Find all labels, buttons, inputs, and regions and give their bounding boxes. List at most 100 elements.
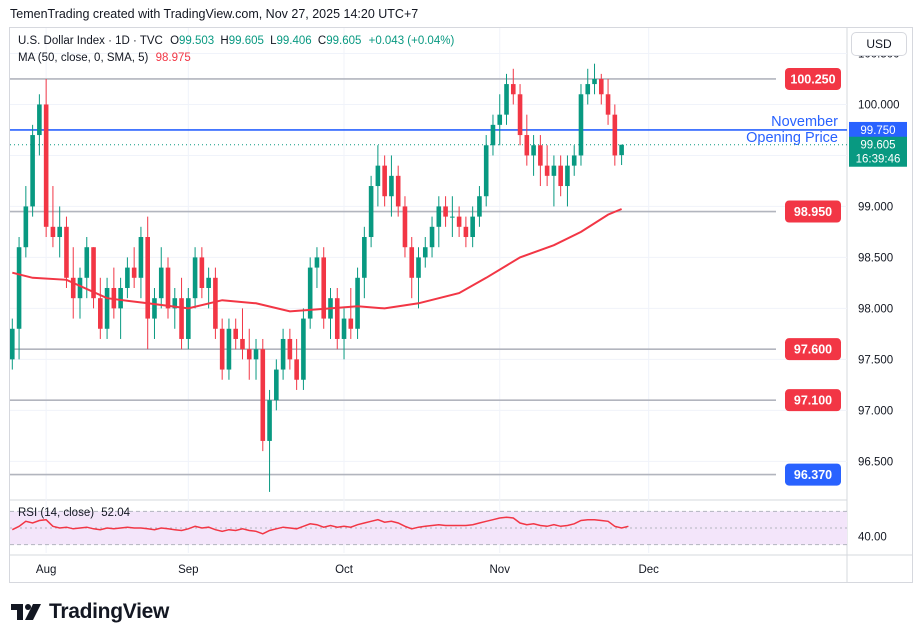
candle-body: [219, 328, 225, 370]
candle-body: [402, 206, 408, 248]
candle-body: [422, 247, 428, 258]
tradingview-logo-icon: [11, 604, 41, 620]
candle-body: [510, 84, 516, 95]
time-tick-label: Nov: [490, 564, 511, 576]
ma-label[interactable]: MA (50, close, 0, SMA, 5): [18, 52, 149, 64]
price-tick-label: 98.500: [858, 252, 893, 264]
candle-body: [504, 84, 509, 115]
candle-body: [551, 165, 557, 176]
price-tick-label: 98.000: [858, 303, 893, 315]
tradingview-logo-text: TradingView: [49, 600, 170, 623]
low-value: 99.406: [276, 35, 312, 47]
tradingview-logo[interactable]: TradingView: [11, 600, 169, 624]
candle-body: [280, 338, 286, 370]
candle-body: [341, 318, 347, 339]
level-label: 96.370: [794, 468, 832, 482]
candle-body: [477, 196, 482, 217]
candle-body: [538, 145, 543, 166]
candle-body: [43, 104, 49, 227]
candle-body: [470, 216, 475, 238]
countdown-label: 16:39:46: [856, 154, 901, 166]
candle-body: [77, 277, 83, 299]
candle-body: [138, 237, 144, 278]
price-tick-label: 97.000: [858, 405, 893, 417]
last-price-label: 99.605: [860, 140, 895, 152]
candle-body: [416, 257, 421, 278]
candle-body: [436, 206, 442, 227]
candle-body: [456, 216, 462, 227]
candle-body: [199, 257, 205, 288]
ma50-line: [12, 208, 622, 313]
level-label-box: [785, 200, 841, 223]
high-label: H: [220, 35, 229, 47]
candle-body: [517, 94, 523, 136]
change-value: +0.043 (+0.04%): [368, 35, 455, 47]
rsi-line: [11, 516, 629, 535]
candle-body: [483, 145, 489, 197]
candle-body: [23, 206, 29, 248]
candle-body: [571, 155, 577, 166]
chart-frame: [9, 27, 913, 583]
candle-body: [294, 359, 299, 380]
candle-body: [429, 226, 435, 248]
candle-body: [443, 206, 448, 217]
candle-body: [490, 124, 496, 146]
candle-body: [531, 145, 536, 156]
candle-body: [619, 144, 624, 156]
candle-body: [598, 78, 604, 95]
level-label-box: [785, 463, 841, 486]
candle-body: [362, 237, 367, 278]
candle-body: [524, 135, 530, 156]
ma-legend: MA (50, close, 0, SMA, 5) 98.975: [18, 52, 191, 64]
price-tick-label: 97.500: [858, 354, 893, 366]
candle-body: [612, 114, 618, 156]
candle-body: [409, 247, 415, 278]
time-tick-label: Dec: [638, 564, 659, 576]
candle-body: [497, 114, 503, 125]
level-label: 97.100: [794, 394, 832, 408]
candle-body: [307, 267, 313, 319]
candle-body: [213, 277, 218, 329]
candle-body: [246, 349, 252, 360]
candle-body: [260, 349, 266, 441]
candle-body: [145, 237, 150, 319]
candle-body: [450, 216, 455, 218]
candle-body: [125, 267, 130, 288]
close-value: 99.605: [326, 35, 362, 47]
close-label: C: [317, 35, 327, 47]
high-value: 99.605: [228, 35, 264, 47]
candle-body: [37, 104, 42, 136]
price-tick-label: 100.000: [858, 99, 900, 111]
candle-body: [389, 175, 394, 197]
candle-body: [321, 257, 327, 319]
candle-body: [240, 338, 245, 350]
candle-body: [395, 175, 401, 207]
candle-body: [585, 84, 591, 95]
november-open-price-box: [849, 121, 907, 138]
candle-body: [64, 226, 69, 278]
candle-body: [50, 226, 56, 238]
candle-body: [605, 94, 611, 115]
candle-body: [152, 298, 157, 319]
symbol-label[interactable]: U.S. Dollar Index · 1D · TVC: [18, 35, 163, 47]
candle-body: [192, 257, 198, 299]
rsi-band: [10, 511, 847, 545]
candle-body: [70, 277, 76, 299]
candle-body: [226, 328, 232, 370]
level-label-box: [785, 389, 841, 412]
candle-body: [98, 298, 103, 329]
candle-body: [301, 318, 306, 380]
rsi-legend: RSI (14, close) 52.04: [18, 507, 130, 519]
candle-body: [10, 328, 15, 360]
chart-caption: TemenTrading created with TradingView.co…: [10, 7, 419, 21]
rsi-label[interactable]: RSI (14, close): [18, 507, 95, 519]
time-tick-label: Aug: [36, 564, 56, 576]
candle-body: [565, 165, 570, 187]
november-open-text-2: Opening Price: [746, 130, 838, 146]
currency-button[interactable]: USD: [851, 32, 907, 56]
candle-body: [91, 247, 96, 299]
candle-body: [558, 165, 563, 187]
candle-body: [179, 298, 184, 339]
candle-body: [206, 277, 211, 288]
